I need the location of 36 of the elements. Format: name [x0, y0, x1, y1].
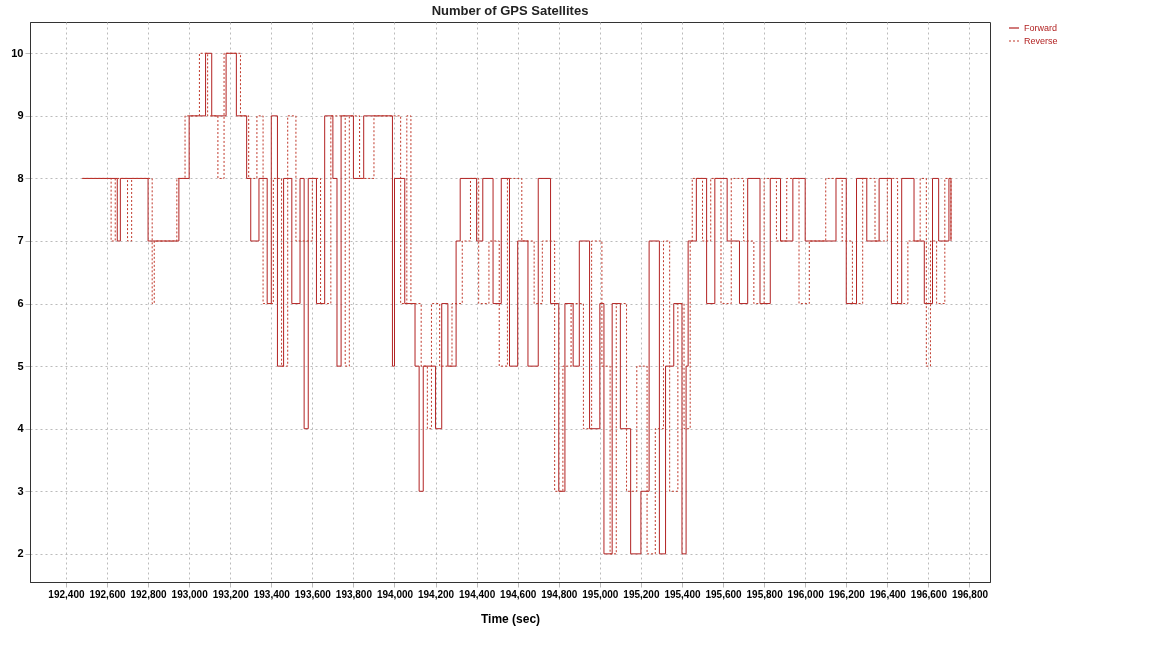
y-tick-label: 7	[17, 234, 24, 247]
x-tick-label: 196,000	[787, 588, 825, 600]
y-tick-label: 6	[17, 297, 24, 310]
x-tick-label: 192,600	[89, 588, 127, 600]
x-tick-label: 194,800	[541, 588, 578, 600]
x-tick-label: 195,000	[582, 588, 619, 600]
x-tick-label: 196,600	[910, 588, 948, 600]
y-tick-label: 8	[17, 171, 24, 184]
x-tick-label: 192,400	[48, 588, 85, 600]
x-tick-label: 195,400	[664, 588, 701, 600]
x-tick-label: 194,600	[500, 588, 537, 600]
x-tick-label: 194,400	[459, 588, 496, 600]
x-tick-label: 196,800	[951, 588, 989, 600]
x-tick-label: 196,200	[828, 588, 866, 600]
x-axis-title: Time (sec)	[480, 611, 541, 626]
x-tick-label: 193,000	[171, 588, 209, 600]
y-tick-label: 10	[11, 46, 24, 59]
x-tick-label: 193,400	[253, 588, 291, 600]
chart-title: Number of GPS Satellites	[431, 3, 589, 18]
x-tick-label: 192,800	[130, 588, 168, 600]
x-tick-label: 195,600	[705, 588, 743, 600]
legend-label: Forward	[1024, 23, 1058, 33]
legend-label: Reverse	[1024, 36, 1058, 46]
y-tick-label: 3	[17, 484, 24, 497]
x-tick-label: 193,200	[212, 588, 250, 600]
x-tick-label: 195,800	[746, 588, 784, 600]
x-tick-label: 193,800	[335, 588, 373, 600]
x-tick-label: 195,200	[623, 588, 660, 600]
y-tick-label: 2	[17, 547, 24, 560]
x-tick-label: 194,000	[376, 588, 414, 600]
x-tick-label: 194,200	[417, 588, 455, 600]
y-tick-label: 5	[17, 359, 24, 372]
x-tick-label: 196,400	[869, 588, 907, 600]
y-tick-label: 4	[17, 422, 25, 435]
y-tick-label: 9	[17, 109, 24, 122]
x-tick-label: 193,600	[294, 588, 332, 600]
